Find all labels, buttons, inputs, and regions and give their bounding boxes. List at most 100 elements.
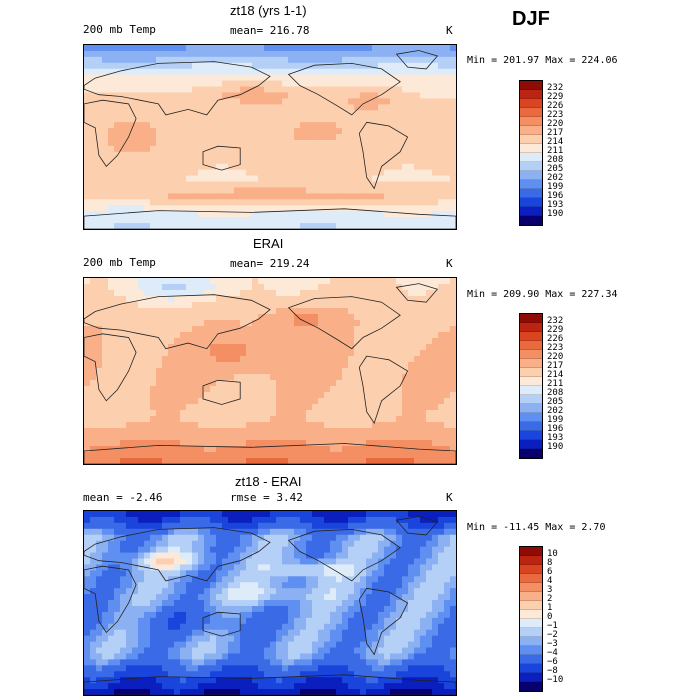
contour-cell bbox=[174, 296, 181, 303]
contour-cell bbox=[288, 139, 295, 147]
contour-cell bbox=[240, 398, 247, 405]
contour-cell bbox=[276, 217, 283, 224]
contour-cell bbox=[354, 386, 361, 393]
contour-cell bbox=[378, 332, 385, 339]
contour-cell bbox=[270, 410, 277, 417]
contour-cell bbox=[312, 594, 319, 601]
contour-cell bbox=[216, 410, 223, 417]
contour-cell bbox=[108, 600, 115, 607]
contour-cell bbox=[444, 511, 451, 518]
contour-cell bbox=[96, 211, 103, 218]
contour-cell bbox=[276, 440, 283, 447]
contour-cell bbox=[276, 452, 283, 459]
contour-cell bbox=[222, 116, 229, 123]
contour-cell bbox=[186, 452, 193, 459]
contour-cell bbox=[426, 139, 433, 147]
contour-cell bbox=[312, 452, 319, 459]
contour-cell bbox=[372, 50, 379, 58]
contour-cell bbox=[210, 440, 217, 447]
contour-cell bbox=[414, 157, 421, 165]
contour-cell bbox=[132, 611, 139, 619]
contour-cell bbox=[378, 56, 385, 64]
contour-cell bbox=[120, 116, 127, 123]
contour-cell bbox=[198, 139, 205, 147]
contour-cell bbox=[384, 302, 391, 309]
contour-cell bbox=[174, 169, 181, 177]
contour-cell bbox=[84, 56, 91, 64]
contour-cell bbox=[150, 145, 157, 153]
contour-cell bbox=[306, 157, 313, 165]
contour-cell bbox=[354, 522, 361, 530]
contour-cell bbox=[186, 564, 193, 571]
contour-cell bbox=[426, 588, 433, 595]
contour-cell bbox=[354, 570, 361, 577]
contour-cell bbox=[318, 193, 325, 200]
contour-cell bbox=[282, 284, 289, 291]
contour-cell bbox=[102, 104, 109, 111]
contour-cell bbox=[432, 398, 439, 405]
contour-cell bbox=[396, 205, 403, 212]
contour-cell bbox=[378, 344, 385, 351]
contour-cell bbox=[336, 56, 343, 64]
contour-cell bbox=[234, 511, 241, 518]
contour-cell bbox=[192, 605, 199, 613]
contour-cell bbox=[276, 511, 283, 518]
contour-cell bbox=[222, 199, 229, 206]
contour-cell bbox=[180, 611, 187, 619]
contour-cell bbox=[372, 139, 379, 147]
contour-cell bbox=[306, 139, 313, 147]
contour-cell bbox=[360, 534, 367, 542]
contour-cell bbox=[90, 410, 97, 417]
contour-cell bbox=[252, 62, 259, 70]
contour-cell bbox=[180, 290, 187, 297]
contour-cell bbox=[438, 386, 445, 393]
contour-cell bbox=[132, 284, 139, 291]
contour-cell bbox=[126, 564, 133, 571]
contour-cell bbox=[336, 116, 343, 123]
contour-cell bbox=[276, 594, 283, 601]
contour-cell bbox=[438, 151, 445, 159]
contour-cell bbox=[204, 516, 211, 524]
contour-cell bbox=[222, 320, 229, 327]
contour-cell bbox=[414, 600, 421, 607]
contour-cell bbox=[282, 122, 289, 129]
contour-cell bbox=[264, 380, 271, 387]
contour-cell bbox=[420, 223, 427, 229]
contour-cell bbox=[114, 86, 121, 94]
contour-cell bbox=[90, 398, 97, 405]
contour-cell bbox=[114, 211, 121, 218]
contour-cell bbox=[222, 362, 229, 369]
contour-cell bbox=[450, 74, 456, 82]
contour-cell bbox=[144, 440, 151, 447]
contour-cell bbox=[102, 605, 109, 613]
contour-cell bbox=[204, 386, 211, 393]
contour-cell bbox=[162, 611, 169, 619]
contour-cell bbox=[90, 428, 97, 435]
contour-cell bbox=[252, 570, 259, 577]
contour-cell bbox=[276, 605, 283, 613]
contour-cell bbox=[156, 278, 163, 285]
contour-cell bbox=[426, 187, 433, 194]
contour-cell bbox=[210, 380, 217, 387]
contour-cell bbox=[282, 116, 289, 123]
contour-cell bbox=[312, 50, 319, 58]
contour-cell bbox=[432, 452, 439, 459]
contour-cell bbox=[288, 74, 295, 82]
contour-cell bbox=[84, 404, 91, 411]
contour-cell bbox=[444, 386, 451, 393]
contour-cell bbox=[120, 205, 127, 212]
contour-cell bbox=[240, 211, 247, 218]
contour-cell bbox=[216, 157, 223, 165]
contour-cell bbox=[324, 320, 331, 327]
contour-cell bbox=[216, 139, 223, 147]
contour-cell bbox=[354, 564, 361, 571]
contour-cell bbox=[432, 564, 439, 571]
contour-cell bbox=[444, 350, 451, 357]
contour-cell bbox=[108, 284, 115, 291]
contour-cell bbox=[324, 86, 331, 94]
contour-cell bbox=[432, 440, 439, 447]
contour-cell bbox=[288, 211, 295, 218]
contour-cell bbox=[336, 134, 343, 141]
contour-cell bbox=[120, 576, 127, 583]
contour-cell bbox=[414, 320, 421, 327]
